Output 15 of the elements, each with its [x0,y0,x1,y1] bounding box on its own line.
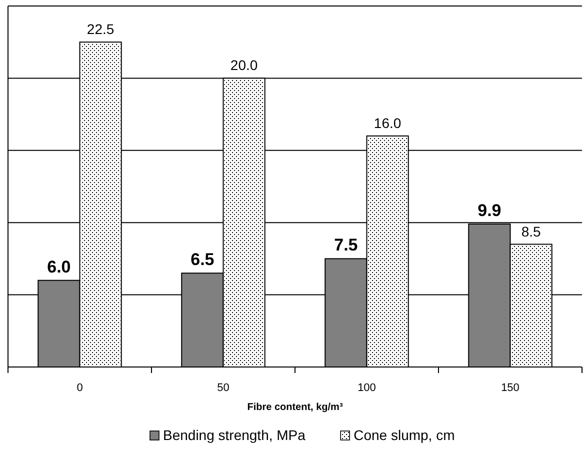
data-label: 6.0 [47,257,71,276]
data-label: 8.5 [521,223,541,240]
x-tick-label: 150 [501,382,520,394]
x-axis-title: Fibre content, kg/m³ [247,402,344,413]
data-label: 7.5 [334,236,358,255]
data-label: 16.0 [374,114,402,131]
x-tick-label: 100 [358,382,376,394]
data-label: 9.9 [478,201,502,220]
data-label: 20.0 [230,57,258,74]
legend-label: Cone slump, cm [354,427,455,443]
x-tick-label: 0 [76,382,83,394]
data-label: 6.5 [190,250,214,270]
data-label: 22.5 [86,21,114,38]
legend-label: Bending strength, MPa [163,427,306,443]
x-tick-label: 50 [217,382,230,394]
